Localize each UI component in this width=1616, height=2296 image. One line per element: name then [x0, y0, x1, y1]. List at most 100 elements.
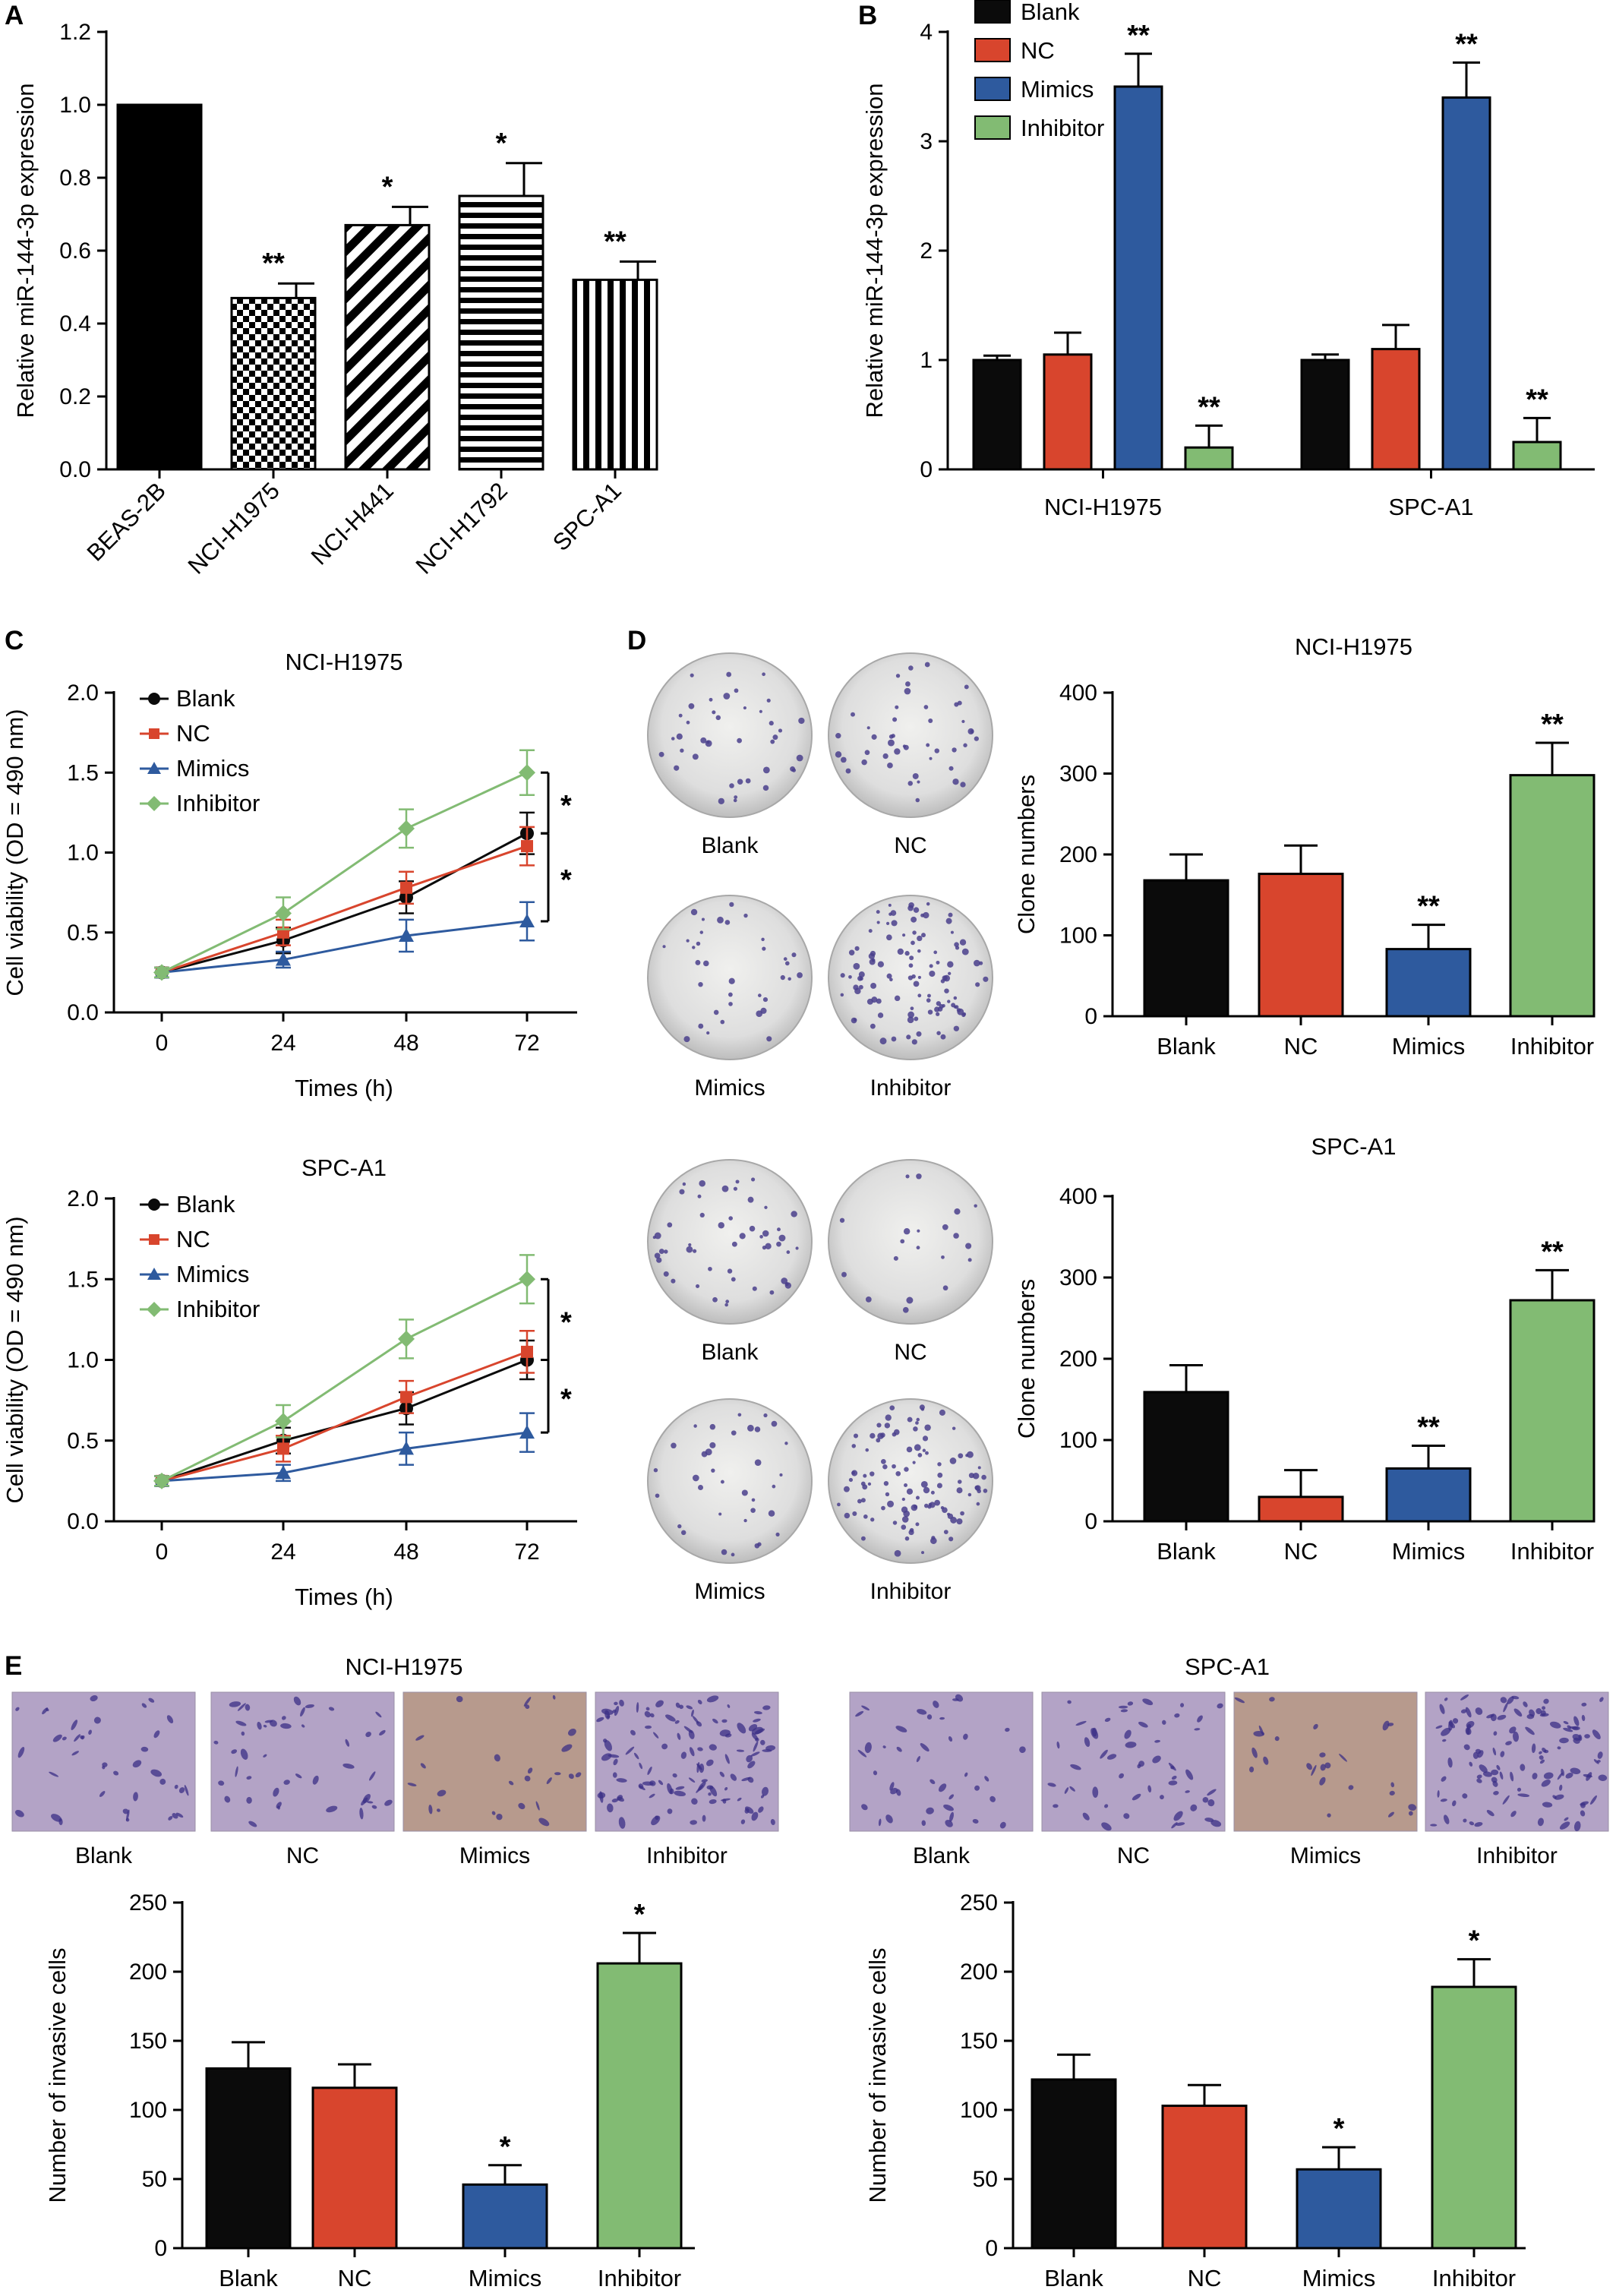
- stained-cell: [326, 1805, 338, 1813]
- colony-dot: [786, 1250, 791, 1254]
- stained-cell: [1598, 1774, 1608, 1781]
- stained-cell: [1138, 1761, 1145, 1767]
- stained-cell: [1124, 1729, 1132, 1739]
- stained-cell: [633, 1752, 639, 1760]
- stained-cell: [727, 1704, 731, 1708]
- stained-cell: [1075, 1720, 1087, 1726]
- x-tick-label: Inhibitor: [1510, 1538, 1594, 1565]
- stained-cell: [630, 1729, 636, 1735]
- stained-cell: [379, 1729, 386, 1736]
- y-tick-label: 100: [1059, 1428, 1097, 1453]
- colony-dot: [698, 1023, 704, 1029]
- colony-dot: [724, 920, 731, 925]
- stained-cell: [437, 1789, 447, 1797]
- stained-cell: [1500, 1751, 1505, 1758]
- significance-marker: **: [1455, 28, 1478, 60]
- stained-cell: [1580, 1810, 1586, 1817]
- colony-dot: [886, 973, 892, 979]
- legend-label: Inhibitor: [1021, 115, 1104, 141]
- y-tick-label: 0.2: [59, 384, 91, 409]
- stained-cell: [174, 1784, 178, 1789]
- stained-cell: [1197, 1715, 1203, 1723]
- stained-cell: [639, 1762, 643, 1770]
- chart-title: SPC-A1: [301, 1154, 387, 1181]
- y-tick-label: 300: [1059, 762, 1097, 787]
- legend-swatch: [974, 38, 1011, 62]
- stained-cell: [535, 1801, 540, 1811]
- x-tick-label: 48: [393, 1540, 418, 1565]
- stained-cell: [762, 1705, 771, 1710]
- culture-dish: [647, 895, 813, 1060]
- stained-cell: [601, 1753, 612, 1761]
- x-tick-label: Mimics: [469, 2265, 541, 2291]
- stained-cell: [428, 1805, 433, 1814]
- colony-dot: [671, 1442, 677, 1449]
- y-tick-label: 0.0: [59, 457, 91, 482]
- stained-cell: [1132, 1793, 1141, 1801]
- y-tick-label: 1.5: [67, 1267, 99, 1292]
- data-point: [398, 820, 415, 837]
- stained-cell: [1106, 1754, 1117, 1760]
- x-tick-label: Inhibitor: [1432, 2265, 1516, 2291]
- colony-dot: [686, 720, 690, 725]
- stained-cell: [277, 1805, 280, 1810]
- stained-cell: [1251, 1747, 1258, 1758]
- significance-marker: **: [604, 226, 627, 257]
- stained-cell: [1444, 1814, 1450, 1824]
- colony-dot: [783, 957, 787, 961]
- stained-cell: [301, 1724, 305, 1728]
- photo-caption: Blank: [913, 1843, 971, 1868]
- x-tick-label: SPC-A1: [1389, 494, 1474, 520]
- y-tick-label: 2.0: [67, 1186, 99, 1211]
- colony-dot: [944, 988, 949, 993]
- x-tick-label: NC: [1188, 2265, 1222, 2291]
- legend-label: Mimics: [176, 1261, 249, 1287]
- y-axis-title: Cell viability (OD = 490 nm): [2, 1216, 28, 1503]
- stained-cell: [178, 1787, 185, 1793]
- colony-dot: [892, 1464, 896, 1469]
- stained-cell: [102, 1765, 106, 1770]
- photo-caption: Blank: [75, 1843, 133, 1868]
- stained-cell: [1469, 1761, 1473, 1767]
- colony-dot: [936, 1031, 941, 1035]
- colony-dot: [868, 929, 873, 933]
- photo-group-title: NCI-H1975: [345, 1653, 462, 1680]
- bar: [1509, 1299, 1595, 1523]
- stained-cell: [989, 1795, 996, 1802]
- colony-dot: [915, 1522, 920, 1527]
- microscope-photo: [210, 1691, 395, 1832]
- data-point: [519, 764, 535, 782]
- colony-dot: [761, 937, 765, 942]
- colony-dot: [981, 1474, 986, 1480]
- bar: [1143, 879, 1229, 1018]
- colony-dot: [690, 673, 694, 677]
- legend-marker: [148, 1199, 160, 1211]
- colony-dot: [663, 1271, 669, 1277]
- stained-cell: [494, 1754, 500, 1762]
- colony-dot: [911, 1504, 918, 1511]
- stained-cell: [645, 1707, 650, 1711]
- colony-dot: [953, 996, 958, 1000]
- stained-cell: [362, 1793, 371, 1804]
- colony-dot: [854, 946, 860, 951]
- colony-dot: [709, 1442, 716, 1448]
- colony-dot: [887, 1500, 895, 1508]
- colony-dot: [950, 1517, 957, 1524]
- colony-dot: [662, 945, 666, 949]
- bar: [462, 2183, 548, 2250]
- x-tick-label: NCI-H441: [306, 477, 399, 570]
- colony-dot: [908, 902, 914, 908]
- stained-cell: [1348, 1785, 1354, 1790]
- data-point: [276, 1465, 291, 1480]
- colony-dot: [977, 1489, 981, 1494]
- colony-dot: [912, 773, 919, 779]
- stained-cell: [917, 1709, 927, 1715]
- chart-title: SPC-A1: [1311, 1133, 1397, 1160]
- culture-dish: [828, 652, 993, 818]
- photo-caption: NC: [286, 1843, 319, 1868]
- stained-cell: [1448, 1721, 1456, 1729]
- stained-cell: [1565, 1773, 1573, 1779]
- stained-cell: [972, 1818, 979, 1824]
- colony-dot: [754, 1543, 760, 1549]
- stained-cell: [49, 1771, 59, 1777]
